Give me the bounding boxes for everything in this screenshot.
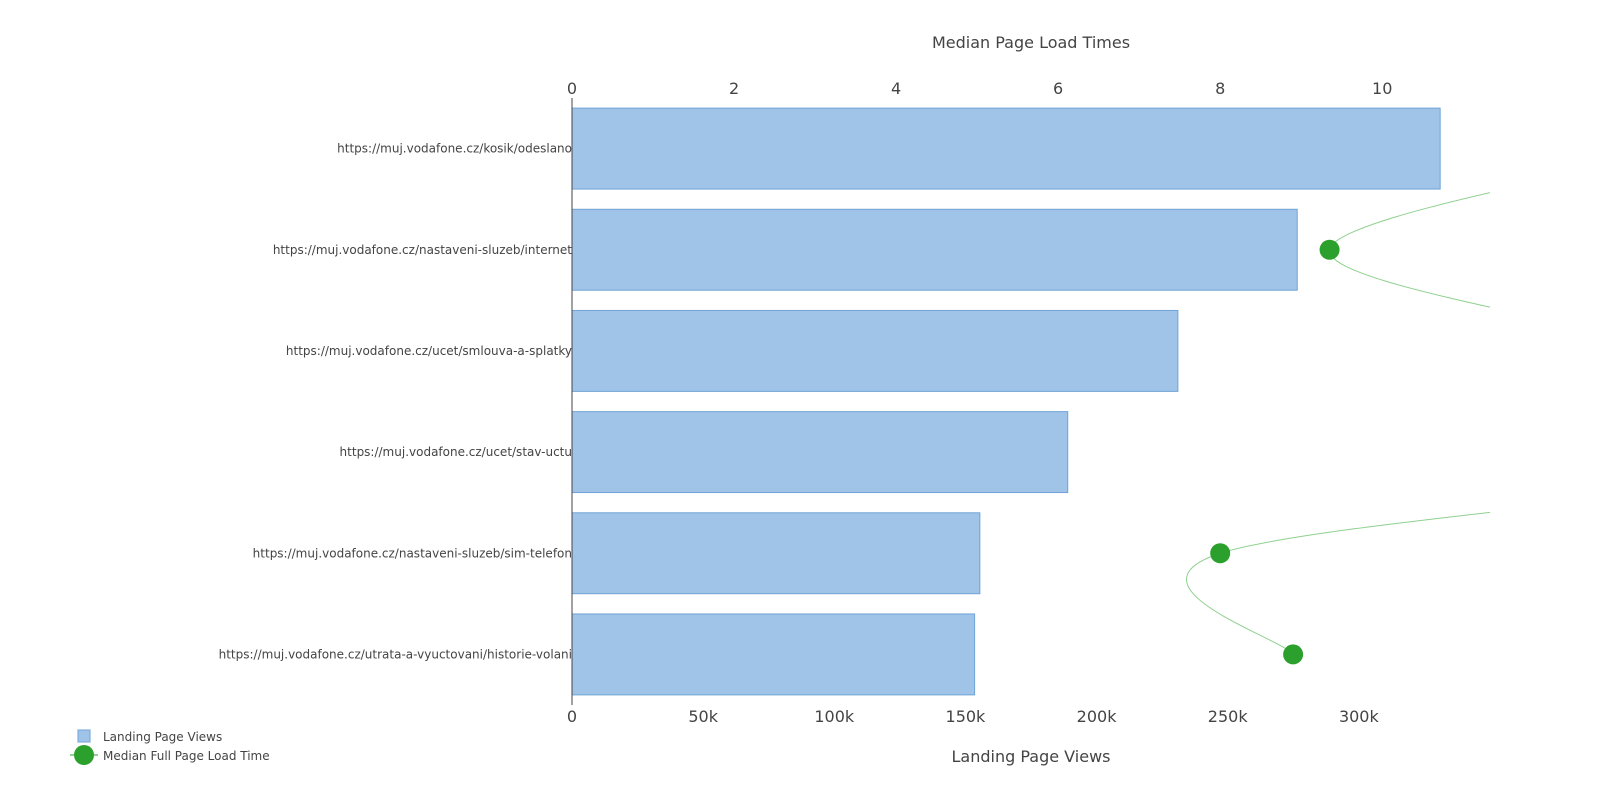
bottom-tick-label: 50k — [688, 707, 718, 726]
top-tick-label: 2 — [729, 79, 739, 98]
bottom-tick-label: 250k — [1208, 707, 1249, 726]
top-tick-label: 8 — [1215, 79, 1225, 98]
category-label: https://muj.vodafone.cz/nastaveni-sluzeb… — [253, 546, 572, 560]
top-tick-label: 4 — [891, 79, 901, 98]
bar[interactable] — [571, 208, 1298, 291]
legend-label-load-time[interactable]: Median Full Page Load Time — [103, 749, 270, 763]
load-time-point[interactable] — [1210, 543, 1231, 564]
category-label: https://muj.vodafone.cz/ucet/smlouva-a-s… — [286, 344, 572, 358]
bar[interactable] — [571, 613, 976, 696]
category-label: https://muj.vodafone.cz/utrata-a-vyuctov… — [219, 647, 572, 661]
top-tick-label: 0 — [567, 79, 577, 98]
bottom-axis: 0 50k 100k 150k 200k 250k 300k — [567, 707, 1380, 726]
bar[interactable] — [571, 411, 1069, 494]
top-axis: 0 2 4 6 8 10 — [567, 79, 1393, 98]
bar[interactable] — [571, 309, 1179, 392]
top-tick-label: 6 — [1053, 79, 1063, 98]
legend: Landing Page Views Median Full Page Load… — [70, 729, 270, 765]
bottom-tick-label: 150k — [946, 707, 987, 726]
bottom-tick-label: 0 — [567, 707, 577, 726]
category-axis: https://muj.vodafone.cz/kosik/odeslano ht… — [219, 142, 573, 662]
bottom-tick-label: 300k — [1339, 707, 1380, 726]
line-series — [1186, 192, 1490, 665]
bar-series — [571, 107, 1441, 696]
bottom-tick-label: 100k — [814, 707, 855, 726]
legend-marker-load-time — [74, 745, 94, 765]
bottom-axis-title: Landing Page Views — [952, 747, 1111, 766]
top-axis-title: Median Page Load Times — [932, 33, 1130, 52]
category-label: https://muj.vodafone.cz/nastaveni-sluzeb… — [273, 243, 572, 257]
legend-swatch-bars — [77, 729, 91, 743]
legend-label-bars[interactable]: Landing Page Views — [103, 730, 222, 744]
load-time-point[interactable] — [1319, 239, 1340, 260]
bottom-tick-label: 200k — [1077, 707, 1118, 726]
category-label: https://muj.vodafone.cz/kosik/odeslano — [337, 142, 572, 156]
top-tick-label: 10 — [1372, 79, 1392, 98]
category-label: https://muj.vodafone.cz/ucet/stav-uctu — [340, 445, 572, 459]
bar[interactable] — [571, 107, 1441, 190]
bar[interactable] — [571, 512, 981, 595]
load-time-point[interactable] — [1283, 644, 1304, 665]
